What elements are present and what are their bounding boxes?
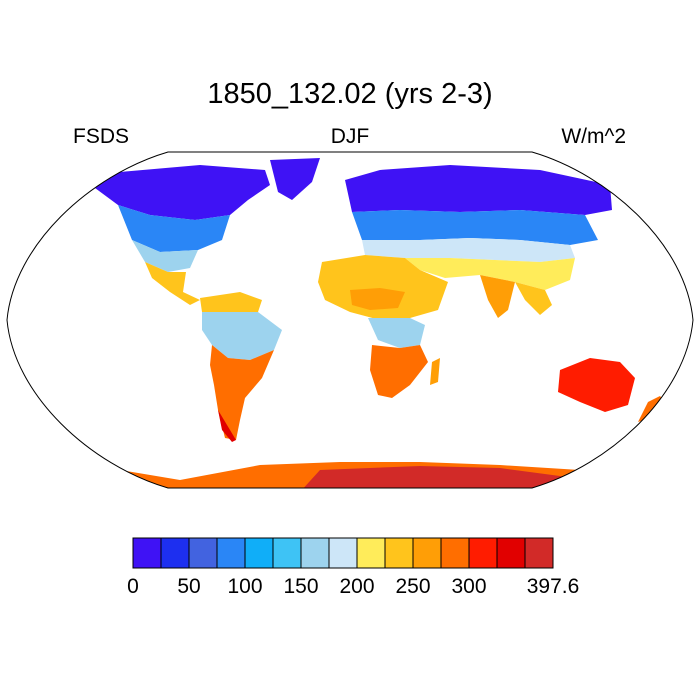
- variable-label: FSDS: [73, 125, 130, 148]
- asia-south: [405, 258, 575, 290]
- colorbar-tick-label: 0: [127, 575, 139, 598]
- north-america-south: [132, 240, 198, 272]
- colorbar-swatch: [412, 537, 442, 569]
- colorbar-swatch: [524, 537, 554, 569]
- colorbar-swatch: [468, 537, 498, 569]
- colorbar-swatch: [328, 537, 358, 569]
- southeast-asia: [515, 282, 552, 315]
- colorbar-swatch: [496, 537, 526, 569]
- season-label: DJF: [330, 125, 370, 148]
- colorbar-tick-label: 397.6: [527, 575, 580, 598]
- greenland: [270, 158, 320, 200]
- colorbar-swatch: [356, 537, 386, 569]
- map-outline: [6, 151, 694, 489]
- colorbar-swatch: [272, 537, 302, 569]
- colorbar-swatch: [216, 537, 246, 569]
- colorbar-tick-label: 300: [451, 575, 486, 598]
- north-america-north: [95, 165, 270, 220]
- patagonia: [218, 410, 236, 442]
- australia: [558, 358, 635, 412]
- africa-central: [368, 318, 425, 348]
- mexico: [145, 262, 200, 305]
- eurasia-mid: [362, 238, 575, 262]
- africa-south: [370, 345, 428, 398]
- colorbar-tick-label: 100: [227, 575, 262, 598]
- antarctica-interior: [300, 466, 575, 488]
- colorbar-tick-label: 150: [283, 575, 318, 598]
- madagascar: [430, 358, 440, 385]
- africa-sahel: [350, 288, 405, 310]
- colorbar-swatch: [384, 537, 414, 569]
- plot-title: 1850_132.02 (yrs 2-3): [207, 78, 493, 110]
- colorbar-swatch: [132, 537, 162, 569]
- colorbar-swatch: [440, 537, 470, 569]
- colorbar-tick-label: 200: [339, 575, 374, 598]
- india: [480, 275, 515, 318]
- eurasia-north: [345, 165, 612, 215]
- south-america-south: [210, 345, 274, 440]
- south-america-amazon: [202, 312, 282, 360]
- colorbar-tick-label: 250: [395, 575, 430, 598]
- colorbar-swatch: [244, 537, 274, 569]
- colorbar-swatch: [188, 537, 218, 569]
- eurasia-mid-north: [352, 210, 598, 245]
- colorbar-swatch: [300, 537, 330, 569]
- colorbar-swatch: [160, 537, 190, 569]
- units-label: W/m^2: [561, 125, 626, 148]
- africa-north: [318, 255, 448, 320]
- colorbar-tick-label: 50: [177, 575, 200, 598]
- north-america-mid: [118, 205, 230, 252]
